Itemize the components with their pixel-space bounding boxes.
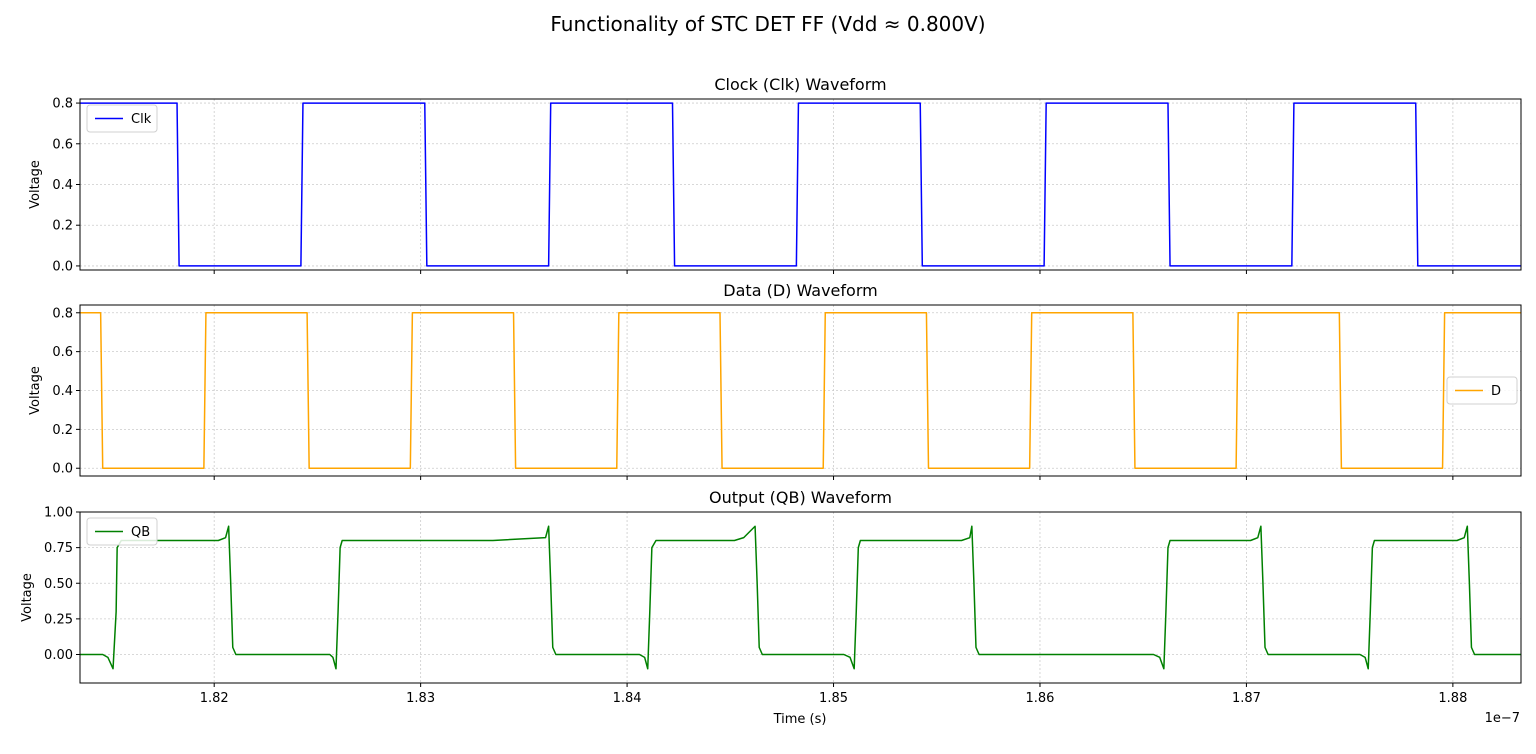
legend-label: D [1491, 384, 1501, 399]
x-tick-label: 1.88 [1438, 691, 1467, 706]
y-axis-label: Voltage [28, 366, 43, 415]
x-tick-label: 1.82 [200, 691, 229, 706]
y-tick-label: 0.50 [44, 577, 73, 592]
x-tick-label: 1.83 [406, 691, 435, 706]
panel-title: Output (QB) Waveform [709, 488, 892, 507]
x-tick-label: 1.86 [1026, 691, 1055, 706]
y-tick-label: 0.4 [52, 178, 73, 193]
panel-3: 0.00 0.25 0.50 0.75 1.00 1.82 1.83 1.84 1.85 1.86… [20, 488, 1522, 706]
y-tick-label: 0.6 [52, 137, 73, 152]
figure-suptitle: Functionality of STC DET FF (Vdd ≈ 0.800… [550, 12, 985, 36]
legend-label: QB [131, 525, 150, 540]
series-line-d [80, 312, 1521, 469]
x-tick-label: 1.85 [819, 691, 848, 706]
legend-label: Clk [131, 112, 152, 127]
panel-2: 0.0 0.2 0.4 0.6 0.8 Data (D) Waveform Voltage D [28, 281, 1522, 480]
panel-title: Clock (Clk) Waveform [714, 75, 886, 94]
y-tick-label: 0.2 [52, 423, 73, 438]
x-tick-label: 1.84 [613, 691, 642, 706]
y-tick-label: 0.00 [44, 648, 73, 663]
legend: D [1446, 376, 1518, 405]
y-tick-label: 0.25 [44, 612, 73, 627]
axes-frame [79, 511, 1522, 684]
y-axis-label: Voltage [28, 160, 43, 209]
x-tick-label: 1.87 [1232, 691, 1261, 706]
x-axis-offset-label: 1e−7 [1485, 711, 1520, 726]
y-tick-label: 0.4 [52, 384, 73, 399]
panel-1: 0.0 0.2 0.4 0.6 0.8 Clock (Clk) Waveform Volta… [28, 75, 1522, 274]
y-tick-label: 0.6 [52, 345, 73, 360]
y-tick-label: 0.2 [52, 219, 73, 234]
y-axis-label: Voltage [20, 573, 35, 622]
y-tick-label: 1.00 [44, 506, 73, 521]
panels-group: 0.0 0.2 0.4 0.6 0.8 Clock (Clk) Waveform Volta… [20, 75, 1522, 706]
legend: Clk [86, 104, 158, 133]
y-tick-label: 0.0 [52, 259, 73, 274]
y-tick-label: 0.8 [52, 306, 73, 321]
series-line-qb [80, 525, 1521, 670]
y-tick-label: 0.0 [52, 462, 73, 477]
y-tick-label: 0.8 [52, 97, 73, 112]
legend: QB [86, 517, 158, 546]
panel-title: Data (D) Waveform [723, 281, 877, 300]
x-axis-label: Time (s) [773, 712, 827, 727]
series-line-clk [80, 102, 1521, 267]
y-tick-label: 0.75 [44, 541, 73, 556]
